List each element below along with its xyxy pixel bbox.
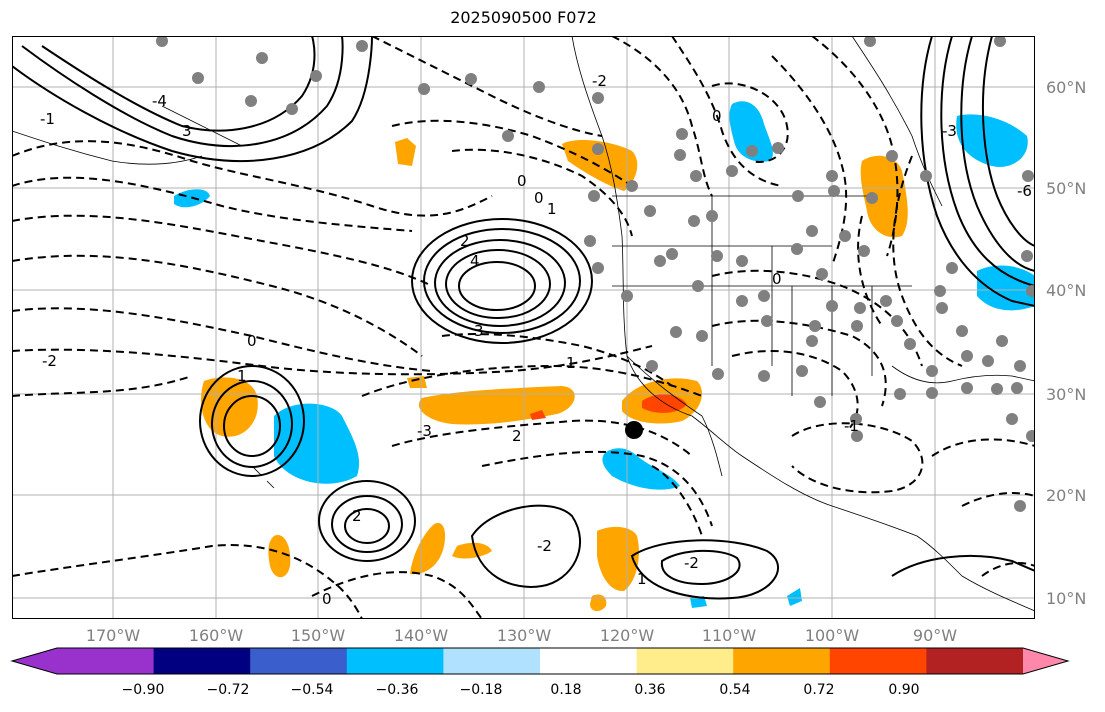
contour-label: -1 bbox=[844, 417, 859, 435]
lon-label: 110°W bbox=[701, 626, 757, 645]
positive-anomaly-region bbox=[597, 526, 639, 592]
lat-label: 20°N bbox=[1046, 486, 1087, 505]
positive-anomaly-region bbox=[268, 535, 291, 578]
colorbar-tick-label: 0.72 bbox=[803, 682, 835, 698]
negative-anomaly-region bbox=[274, 403, 360, 484]
negative-anomaly-region bbox=[690, 596, 707, 608]
colorbar-tick-label: −0.72 bbox=[206, 682, 250, 698]
colorbar-tick-label: −0.90 bbox=[121, 682, 165, 698]
lon-label: 170°W bbox=[85, 626, 141, 645]
lat-label: 60°N bbox=[1046, 78, 1087, 97]
storm-center-marker bbox=[625, 421, 643, 439]
map-title: 2025090500 F072 bbox=[450, 8, 597, 27]
colorbar-tick-label: 0.36 bbox=[634, 682, 666, 698]
lon-label: 130°W bbox=[496, 626, 552, 645]
contour-label: 3 bbox=[474, 322, 484, 340]
positive-anomaly-region bbox=[590, 594, 607, 612]
lon-label: 160°W bbox=[188, 626, 244, 645]
contour-label: -3 bbox=[942, 122, 957, 140]
colorbar-cell bbox=[926, 648, 1024, 674]
colorbar-cell bbox=[636, 648, 734, 674]
lat-label: 40°N bbox=[1046, 281, 1087, 300]
contour-label: 0 bbox=[517, 172, 527, 190]
negative-contours bbox=[12, 36, 1035, 619]
colorbar-cell bbox=[250, 648, 348, 674]
positive-anomaly-region bbox=[452, 542, 492, 559]
negative-anomaly-region bbox=[729, 101, 773, 162]
colorbar-cell bbox=[829, 648, 927, 674]
contour-label: -3 bbox=[417, 422, 432, 440]
colorbar-extend-min bbox=[12, 648, 57, 674]
contour-label: 0 bbox=[534, 189, 544, 207]
contour-label: 0 bbox=[712, 107, 722, 125]
contour-label: -2 bbox=[684, 554, 699, 572]
strong-positive-anomaly-region bbox=[642, 394, 687, 413]
colorbar-tick-label: 0.18 bbox=[550, 682, 582, 698]
contour-label: 1 bbox=[237, 367, 247, 385]
contour-label: 0 bbox=[247, 332, 257, 350]
colorbar-extend-max bbox=[1023, 648, 1068, 674]
negative-anomaly-region bbox=[787, 588, 802, 606]
contour-label: -2 bbox=[537, 537, 552, 555]
negative-anomaly-region bbox=[977, 265, 1035, 311]
lon-label: 100°W bbox=[804, 626, 860, 645]
lon-label: 140°W bbox=[393, 626, 449, 645]
colorbar-tick-label: −0.36 bbox=[375, 682, 419, 698]
contour-label: 1 bbox=[547, 200, 557, 218]
colorbar-cell bbox=[733, 648, 831, 674]
map-panel: -1 0 1 0 0 1 2 4 3 3 1 2 2 -2 1 -2 0 0 -… bbox=[12, 36, 1035, 619]
negative-anomaly-region bbox=[602, 448, 680, 490]
contour-label: -4 bbox=[152, 92, 167, 110]
colorbar-cell bbox=[540, 648, 638, 674]
anomaly-shading bbox=[174, 101, 1035, 612]
lat-label: 30°N bbox=[1046, 385, 1087, 404]
contour-label: -1 bbox=[40, 110, 55, 128]
contour-label: 1 bbox=[637, 570, 647, 588]
positive-contours bbox=[12, 36, 1035, 600]
negative-anomaly-region bbox=[956, 114, 1028, 167]
positive-anomaly-region bbox=[395, 138, 416, 166]
contour-label: -2 bbox=[42, 352, 57, 370]
contour-labels: -1 0 1 0 0 1 2 4 3 3 1 2 2 -2 1 -2 0 0 -… bbox=[40, 72, 1032, 608]
lon-label: 150°W bbox=[290, 626, 346, 645]
lat-label: 50°N bbox=[1046, 179, 1087, 198]
colorbar-cell bbox=[346, 648, 444, 674]
colorbar-cell bbox=[57, 648, 155, 674]
colorbar-tick-label: 0.54 bbox=[719, 682, 751, 698]
contour-label: 1 bbox=[566, 354, 576, 372]
contour-label: 2 bbox=[460, 232, 470, 250]
colorbar bbox=[10, 647, 1070, 675]
contour-label: 2 bbox=[512, 427, 522, 445]
contour-label: 0 bbox=[322, 590, 332, 608]
coastlines bbox=[12, 36, 1035, 612]
lon-label: 90°W bbox=[912, 626, 958, 645]
strong-positive-anomaly-region bbox=[530, 410, 546, 420]
lon-label: 120°W bbox=[599, 626, 655, 645]
colorbar-tick-label: −0.18 bbox=[459, 682, 503, 698]
colorbar-cell bbox=[153, 648, 251, 674]
colorbar-cell bbox=[443, 648, 541, 674]
positive-anomaly-region bbox=[418, 386, 575, 425]
lat-label: 10°N bbox=[1046, 589, 1087, 608]
colorbar-tick-label: 0.90 bbox=[888, 682, 920, 698]
contour-label: -2 bbox=[592, 72, 607, 90]
contour-label: 4 bbox=[470, 252, 480, 270]
contour-label: 0 bbox=[772, 270, 782, 288]
positive-anomaly-region bbox=[407, 376, 427, 388]
graticule bbox=[12, 36, 1035, 619]
colorbar-tick-label: −0.54 bbox=[290, 682, 334, 698]
station-markers bbox=[156, 36, 1035, 512]
contour-label: 2 bbox=[352, 507, 362, 525]
positive-anomaly-region bbox=[410, 522, 446, 575]
contour-label: 3 bbox=[182, 122, 192, 140]
contour-label: -6 bbox=[1017, 182, 1032, 200]
